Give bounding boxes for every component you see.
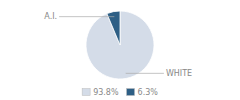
legend: 93.8% 6.3% bbox=[82, 88, 158, 97]
leader-line bbox=[126, 73, 164, 74]
pie-slice bbox=[107, 11, 120, 45]
slice-annotation: WHITE bbox=[166, 69, 192, 78]
legend-label: 6.3% bbox=[138, 88, 159, 97]
legend-swatch bbox=[127, 89, 135, 96]
legend-label: 93.8% bbox=[93, 88, 119, 97]
pie bbox=[86, 11, 154, 79]
leader-line bbox=[59, 16, 114, 17]
chart: WHITE A.I. 93.8% 6.3% bbox=[0, 0, 240, 100]
pie-slice bbox=[86, 11, 154, 79]
slice-annotation: A.I. bbox=[44, 12, 57, 21]
legend-swatch bbox=[82, 89, 90, 96]
